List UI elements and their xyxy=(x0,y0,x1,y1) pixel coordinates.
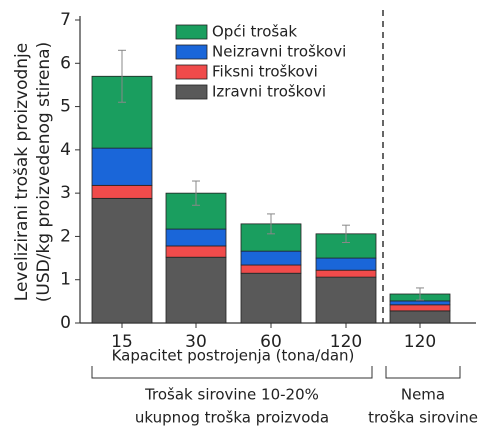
bar-segment xyxy=(165,245,227,258)
bar-segment xyxy=(240,250,302,266)
legend-swatch xyxy=(175,84,208,100)
error-bar xyxy=(342,224,350,243)
x-tick-label: 60 xyxy=(260,332,282,352)
legend-label: Opći trošak xyxy=(212,23,297,41)
bar-segment xyxy=(315,269,377,278)
error-bar xyxy=(192,180,200,206)
y-tick-label: 3 xyxy=(60,183,71,203)
legend-swatch xyxy=(175,64,208,80)
bar-segment xyxy=(91,197,153,324)
bar-segment xyxy=(165,256,227,324)
group-label: Trošak sirovine 10-20% xyxy=(144,386,319,404)
legend-swatch xyxy=(175,24,208,40)
y-tick-label: 0 xyxy=(60,313,71,333)
group-label: troška sirovine xyxy=(368,409,478,426)
bar-segment xyxy=(165,228,227,247)
x-tick-label: 30 xyxy=(185,332,207,352)
error-bar xyxy=(416,287,424,301)
group-bracket xyxy=(91,366,461,379)
x-axis-label: Kapacitet postrojenja (tona/dan) xyxy=(112,347,355,365)
x-tick-label: 120 xyxy=(404,332,436,352)
y-tick-label: 6 xyxy=(60,53,71,73)
y-tick-label: 2 xyxy=(60,226,71,246)
x-tick-label: 120 xyxy=(330,332,362,352)
error-bar xyxy=(118,49,126,103)
legend-label: Fiksni troškovi xyxy=(212,63,318,81)
group-label: Nema xyxy=(401,386,445,404)
legend-swatch xyxy=(175,44,208,60)
bar-segment xyxy=(91,147,153,186)
bar-segment xyxy=(315,276,377,324)
y-axis-label-line: (USD/kg proizvedenog stirena) xyxy=(34,42,54,302)
y-tick-label: 7 xyxy=(60,10,71,30)
y-axis-label-line: Levelizirani trošak proizvodnje xyxy=(12,43,32,301)
bar-segment xyxy=(240,223,302,252)
bar-segment xyxy=(389,300,451,306)
group-label: ukupnog troška proizvoda xyxy=(135,409,329,426)
y-tick-label: 4 xyxy=(60,140,71,160)
bar-segment xyxy=(91,184,153,199)
y-axis-label: Levelizirani trošak proizvodnje (USD/kg … xyxy=(12,42,54,302)
y-tick-label: 1 xyxy=(60,270,71,290)
legend-label: Neizravni troškovi xyxy=(212,43,346,61)
x-tick-label: 15 xyxy=(111,332,133,352)
legend-label: Izravni troškovi xyxy=(212,83,326,101)
bar-segment xyxy=(315,257,377,271)
bar-segment xyxy=(240,272,302,324)
bar-segment xyxy=(389,304,451,312)
error-bar xyxy=(267,213,275,235)
bar-segment xyxy=(240,264,302,274)
bar-segment xyxy=(389,310,451,324)
y-tick-label: 5 xyxy=(60,97,71,117)
